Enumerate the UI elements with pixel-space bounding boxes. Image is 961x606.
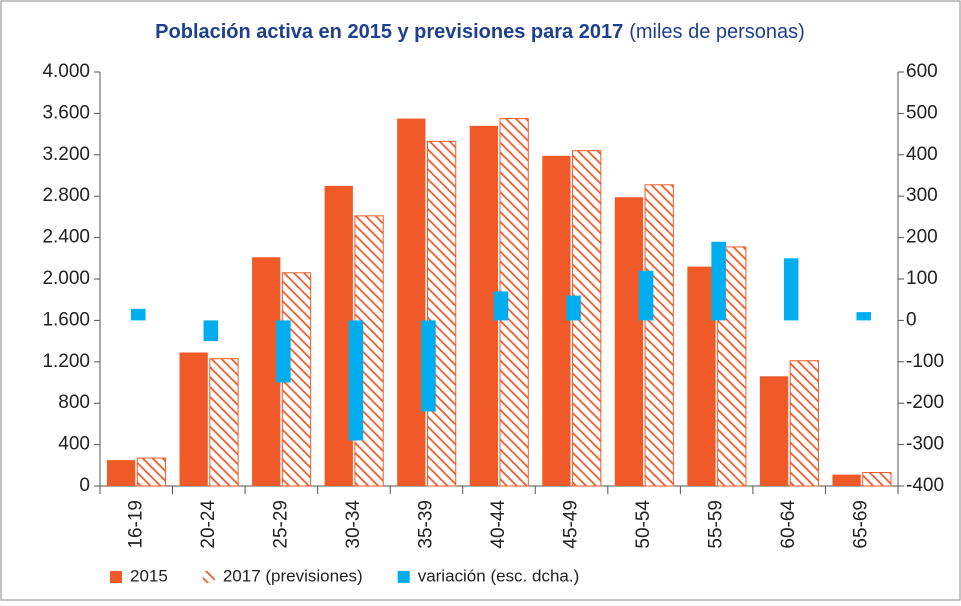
y2-tick-label: 400 — [906, 144, 938, 165]
x-tick-label: 35-39 — [415, 500, 436, 549]
x-tick-label: 16-19 — [125, 500, 146, 549]
x-tick-label: 45-49 — [561, 500, 582, 549]
title: Población activa en 2015 y previsiones p… — [155, 21, 623, 43]
legend-label: variación (esc. dcha.) — [418, 566, 580, 585]
y2-tick-label: 0 — [906, 309, 917, 330]
legend-label: 2015 — [130, 566, 168, 585]
y2-tick-label: 500 — [906, 102, 938, 123]
bar — [397, 118, 426, 486]
bar — [614, 197, 644, 487]
y-tick-label: 1.600 — [42, 309, 90, 330]
y-tick-label: 0 — [79, 475, 90, 496]
y2-tick-label: -300 — [906, 434, 944, 455]
bar — [136, 457, 167, 487]
y-tick-label: 400 — [58, 434, 90, 455]
bar — [832, 474, 861, 486]
variation-bar — [348, 320, 364, 441]
y2-tick-label: 100 — [906, 268, 938, 289]
x-tick-label: 60-64 — [778, 500, 799, 549]
variation-bar — [276, 320, 291, 383]
bar — [252, 257, 281, 486]
y2-tick-label: 300 — [906, 185, 938, 206]
y-tick-label: 4.000 — [42, 61, 90, 82]
y-tick-label: 2.000 — [42, 268, 90, 289]
bar — [862, 472, 892, 487]
y2-tick-label: -200 — [906, 392, 944, 413]
variation-bar — [638, 270, 654, 321]
legend-swatch — [397, 571, 410, 583]
variation-bar — [783, 258, 799, 321]
variation-bar — [711, 241, 726, 321]
variation-bar — [493, 291, 509, 321]
x-tick-label: 65-69 — [851, 500, 872, 549]
legend-swatch — [110, 571, 122, 583]
bar — [106, 460, 136, 486]
y-tick-label: 2.800 — [42, 185, 90, 206]
bar — [687, 266, 716, 486]
y2-tick-label: -100 — [906, 351, 944, 372]
variation-bar — [131, 308, 146, 321]
variation-bar — [566, 295, 581, 321]
bar — [759, 376, 789, 486]
y2-tick-label: 200 — [906, 227, 938, 248]
bar — [542, 155, 571, 486]
bar — [179, 352, 208, 486]
subtitle: (miles de personas) — [629, 21, 805, 43]
x-tick-label: 40-44 — [488, 500, 509, 549]
bar — [426, 140, 457, 487]
variation-bar — [203, 320, 219, 342]
y2-tick-label: 600 — [906, 61, 938, 82]
x-tick-label: 50-54 — [633, 500, 654, 549]
y-tick-label: 2.400 — [42, 227, 90, 248]
bar — [789, 360, 819, 487]
x-tick-label: 20-24 — [198, 500, 219, 549]
bar — [209, 358, 239, 487]
bar — [324, 185, 353, 486]
y-tick-label: 3.200 — [42, 144, 90, 165]
y2-tick-label: -400 — [906, 475, 944, 496]
x-tick-label: 55-59 — [706, 500, 727, 549]
bar — [469, 125, 498, 486]
x-tick-label: 30-34 — [343, 500, 364, 549]
y-tick-label: 3.600 — [42, 102, 90, 123]
chart-title: Población activa en 2015 y previsiones p… — [155, 21, 805, 43]
bar — [644, 184, 674, 487]
variation-bar — [856, 312, 871, 321]
y-tick-label: 1.200 — [42, 351, 90, 372]
x-tick-label: 25-29 — [270, 500, 291, 549]
y-tick-label: 800 — [58, 392, 90, 413]
variation-bar — [421, 320, 436, 412]
legend-label: 2017 (previsiones) — [223, 566, 363, 585]
legend-swatch — [202, 571, 215, 583]
